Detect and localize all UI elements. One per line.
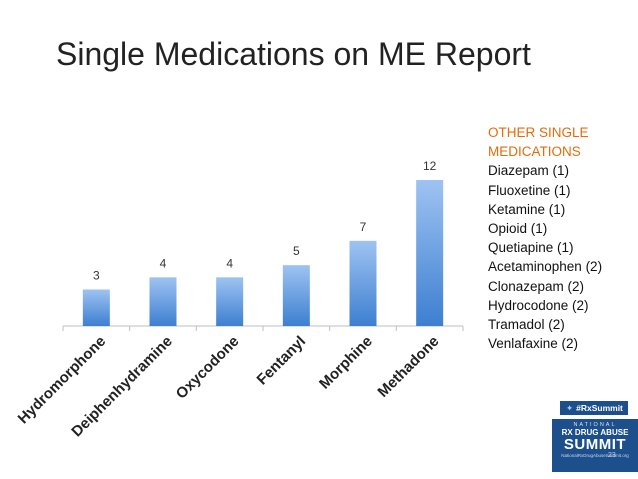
medication-item: Venlafaxine (2) xyxy=(488,336,579,352)
twitter-bird-icon: ✦ xyxy=(566,403,574,413)
bar-deiphenhydramine xyxy=(149,277,177,326)
medication-item: Clonazepam (2) xyxy=(488,278,585,294)
data-label: 5 xyxy=(293,244,300,258)
medication-item: Ketamine (1) xyxy=(488,201,566,217)
bar-hydromorphone xyxy=(82,289,110,326)
hashtag-text: #RxSummit xyxy=(576,403,623,413)
slide-title: Single Medications on ME Report xyxy=(56,36,531,72)
bar-oxycodone xyxy=(216,277,244,326)
medication-item: Acetaminophen (2) xyxy=(488,259,603,275)
data-label: 3 xyxy=(93,269,100,283)
panel-heading-line2: MEDICATIONS xyxy=(488,144,581,160)
data-label: 7 xyxy=(360,220,367,234)
category-label: Morphine xyxy=(316,333,376,393)
medication-item: Diazepam (1) xyxy=(488,163,570,179)
hashtag-banner: ✦ #RxSummit xyxy=(560,401,628,415)
data-label: 4 xyxy=(160,256,167,270)
summit-seal: NATIONAL RX DRUG ABUSE SUMMIT NationalRx… xyxy=(552,419,638,472)
bar-methadone xyxy=(416,180,444,326)
slide-number: 23 xyxy=(608,452,616,459)
logo-line-url: NationalRxDrugAbuseSummit.org xyxy=(561,453,629,458)
panel-heading-line1: OTHER SINGLE xyxy=(488,125,589,140)
data-label: 4 xyxy=(226,256,233,270)
data-label: 12 xyxy=(423,159,437,173)
medication-item: Hydrocodone (2) xyxy=(488,297,589,313)
medication-item: Tramadol (2) xyxy=(488,317,565,333)
category-label: Oxycodone xyxy=(173,333,243,403)
logo-line-rx-drug-abuse: RX DRUG ABUSE xyxy=(561,428,629,437)
bar-fentanyl xyxy=(282,265,310,326)
rx-summit-logo: ✦ #RxSummit NATIONAL RX DRUG ABUSE SUMMIT… xyxy=(552,393,638,479)
other-medications-panel: OTHER SINGLE MEDICATIONS Diazepam (1) Flu… xyxy=(488,123,602,353)
logo-line-summit: SUMMIT xyxy=(563,436,627,453)
medication-item: Quetiapine (1) xyxy=(488,240,574,256)
medication-item: Fluoxetine (1) xyxy=(488,182,571,198)
bar-morphine xyxy=(349,240,377,326)
category-label: Fentanyl xyxy=(254,333,310,389)
category-label: Methadone xyxy=(374,333,442,401)
medication-item: Opioid (1) xyxy=(488,221,548,237)
logo-line-national: NATIONAL xyxy=(573,422,617,428)
